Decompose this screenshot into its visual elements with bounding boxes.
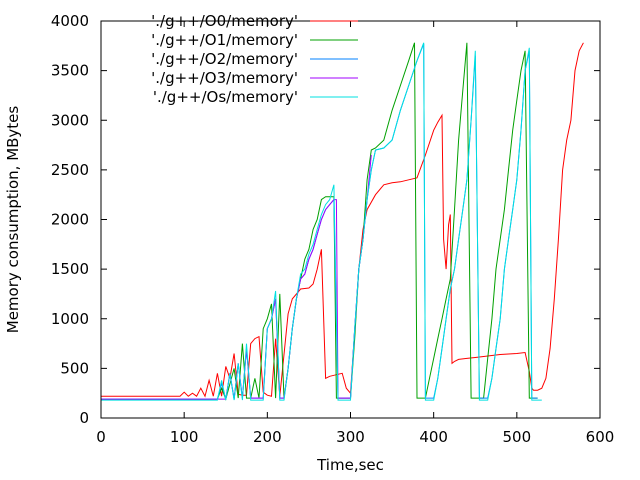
- x-tick-label: 200: [253, 428, 282, 446]
- y-tick-label: 3500: [51, 62, 89, 80]
- y-tick-label: 1000: [51, 310, 89, 328]
- y-axis-label: Memory consumption, MBytes: [4, 106, 22, 334]
- series-line-4: [101, 42, 542, 401]
- x-tick-label: 300: [336, 428, 365, 446]
- x-tick-label: 0: [96, 428, 106, 446]
- y-tick-label: 2500: [51, 161, 89, 179]
- x-tick-label: 100: [170, 428, 199, 446]
- y-tick-label: 0: [79, 409, 89, 427]
- x-axis-label: Time,sec: [316, 456, 384, 474]
- y-tick-label: 3000: [51, 111, 89, 129]
- legend-label-0: './g++/O0/memory': [151, 12, 298, 30]
- y-tick-label: 4000: [51, 12, 89, 30]
- x-tick-label: 400: [419, 428, 448, 446]
- legend-label-2: './g++/O2/memory': [151, 50, 298, 68]
- legend-label-1: './g++/O1/memory': [151, 31, 298, 49]
- x-tick-label: 600: [586, 428, 615, 446]
- series-line-1: [101, 42, 538, 401]
- y-tick-label: 1500: [51, 260, 89, 278]
- legend-label-4: './g++/Os/memory': [153, 88, 298, 106]
- y-tick-label: 2000: [51, 211, 89, 229]
- y-tick-label: 500: [60, 359, 89, 377]
- legend: './g++/O0/memory''./g++/O1/memory''./g++…: [151, 12, 358, 106]
- series-line-3: [101, 154, 372, 400]
- legend-label-3: './g++/O3/memory': [151, 69, 298, 87]
- x-tick-label: 500: [503, 428, 532, 446]
